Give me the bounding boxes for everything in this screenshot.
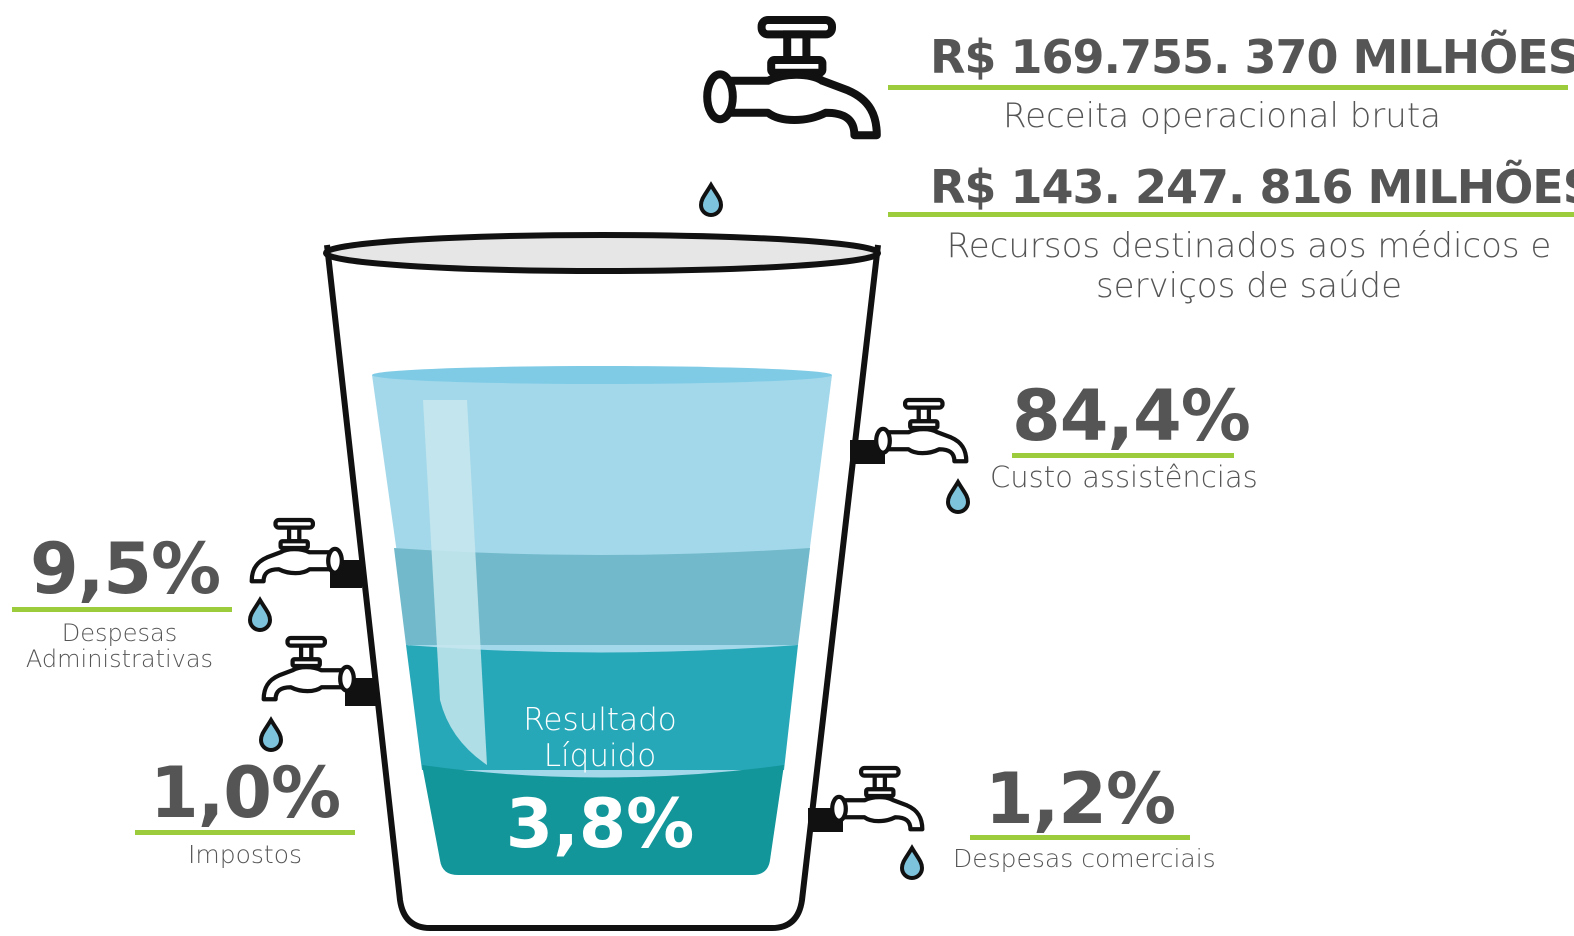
drop [259, 718, 283, 752]
glass [323, 232, 881, 931]
result-label: Resultado Líquido [523, 702, 677, 774]
item-label: Impostos [188, 840, 303, 869]
rule [1012, 453, 1234, 458]
item-value: 9,5% [30, 528, 221, 610]
rule [888, 85, 1568, 90]
drop [946, 480, 970, 514]
rule [970, 835, 1190, 840]
resources-amount: R$ 143. 247. 816 MILHÕES [930, 160, 1574, 214]
top-faucet [707, 20, 877, 135]
result-value: 3,8% [505, 785, 695, 864]
faucet [832, 768, 922, 829]
rule [888, 212, 1574, 217]
drop [900, 846, 924, 880]
item-value: 1,2% [985, 758, 1176, 840]
rule [135, 830, 355, 835]
item-label: Custo assistências [990, 460, 1258, 494]
revenue-label: Receita operacional bruta [1003, 96, 1442, 136]
drop [699, 183, 723, 217]
drop [248, 598, 272, 632]
item-value: 84,4% [1012, 375, 1251, 457]
item-label: Despesas comerciais [953, 844, 1216, 873]
resources-label: Recursos destinados aos médicos e serviç… [946, 226, 1552, 306]
faucet [252, 520, 342, 581]
rule [12, 607, 232, 612]
item-label: Despesas Administrativas [25, 619, 214, 673]
revenue-amount: R$ 169.755. 370 MILHÕES [930, 30, 1574, 84]
faucet [264, 638, 354, 699]
item-value: 1,0% [150, 752, 341, 834]
faucet [876, 400, 966, 461]
